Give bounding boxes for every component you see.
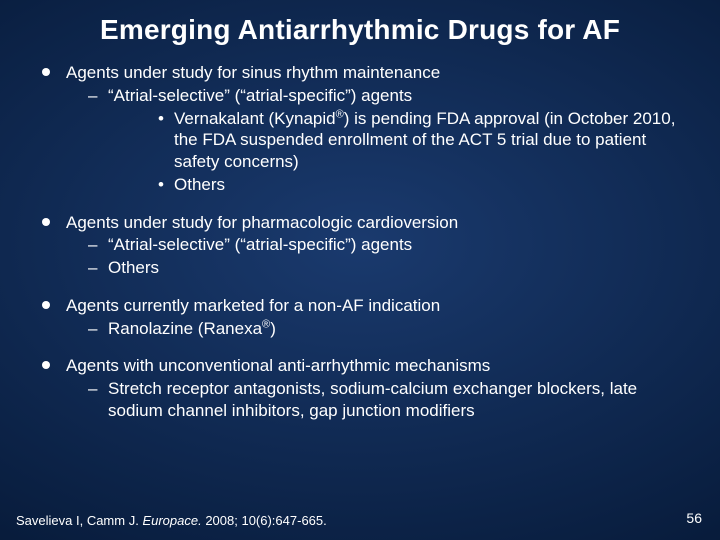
dash-icon: – [88, 234, 97, 256]
bullet-4-text: Agents with unconventional anti-arrhythm… [66, 356, 490, 375]
bullet-2-sub-2-text: Others [108, 258, 159, 277]
bullet-2: Agents under study for pharmacologic car… [42, 212, 690, 279]
dot-small-icon: • [158, 108, 164, 130]
bullet-3-sub-1: – Ranolazine (Ranexa®) [66, 318, 690, 340]
bullet-2-sub-1: – “Atrial-selective” (“atrial-specific”)… [66, 234, 690, 256]
dot-small-icon: • [158, 174, 164, 196]
dash-icon: – [88, 318, 97, 340]
registered-icon: ® [262, 318, 270, 330]
citation-journal: Europace. [142, 513, 201, 528]
bullet-1: Agents under study for sinus rhythm main… [42, 62, 690, 196]
bullet-1-sub-1-text: “Atrial-selective” (“atrial-specific”) a… [108, 86, 412, 105]
registered-icon: ® [336, 108, 344, 120]
bullet-dot-icon [42, 218, 50, 226]
b3s1-pre: Ranolazine (Ranexa [108, 319, 262, 338]
bullet-dot-icon [42, 301, 50, 309]
bullet-2-text: Agents under study for pharmacologic car… [66, 213, 458, 232]
bullet-1-text: Agents under study for sinus rhythm main… [66, 63, 440, 82]
dash-icon: – [88, 257, 97, 279]
citation-rest: 2008; 10(6):647-665. [202, 513, 327, 528]
bullet-dot-icon [42, 361, 50, 369]
b1s1b-text: Others [174, 175, 225, 194]
citation-authors: Savelieva I, Camm J. [16, 513, 142, 528]
bullet-1-sub-1b: • Others [108, 174, 690, 196]
bullet-2-sub-2: – Others [66, 257, 690, 279]
dash-icon: – [88, 85, 97, 107]
slide-title: Emerging Antiarrhythmic Drugs for AF [0, 14, 720, 46]
bullet-dot-icon [42, 68, 50, 76]
bullet-4: Agents with unconventional anti-arrhythm… [42, 355, 690, 421]
dash-icon: – [88, 378, 97, 400]
slide-body: Agents under study for sinus rhythm main… [42, 62, 690, 422]
slide: Emerging Antiarrhythmic Drugs for AF Age… [0, 0, 720, 540]
citation: Savelieva I, Camm J. Europace. 2008; 10(… [16, 513, 327, 528]
bullet-4-sub-1: – Stretch receptor antagonists, sodium-c… [66, 378, 690, 422]
b3s1-post: ) [270, 319, 276, 338]
bullet-2-sub-1-text: “Atrial-selective” (“atrial-specific”) a… [108, 235, 412, 254]
bullet-1-sub-1: – “Atrial-selective” (“atrial-specific”)… [66, 85, 690, 196]
slide-number: 56 [686, 510, 702, 526]
bullet-3: Agents currently marketed for a non-AF i… [42, 295, 690, 340]
bullet-3-text: Agents currently marketed for a non-AF i… [66, 296, 440, 315]
bullet-4-sub-1-text: Stretch receptor antagonists, sodium-cal… [108, 379, 637, 420]
b1s1a-pre: Vernakalant (Kynapid [174, 109, 336, 128]
bullet-1-sub-1a: • Vernakalant (Kynapid®) is pending FDA … [108, 108, 690, 173]
